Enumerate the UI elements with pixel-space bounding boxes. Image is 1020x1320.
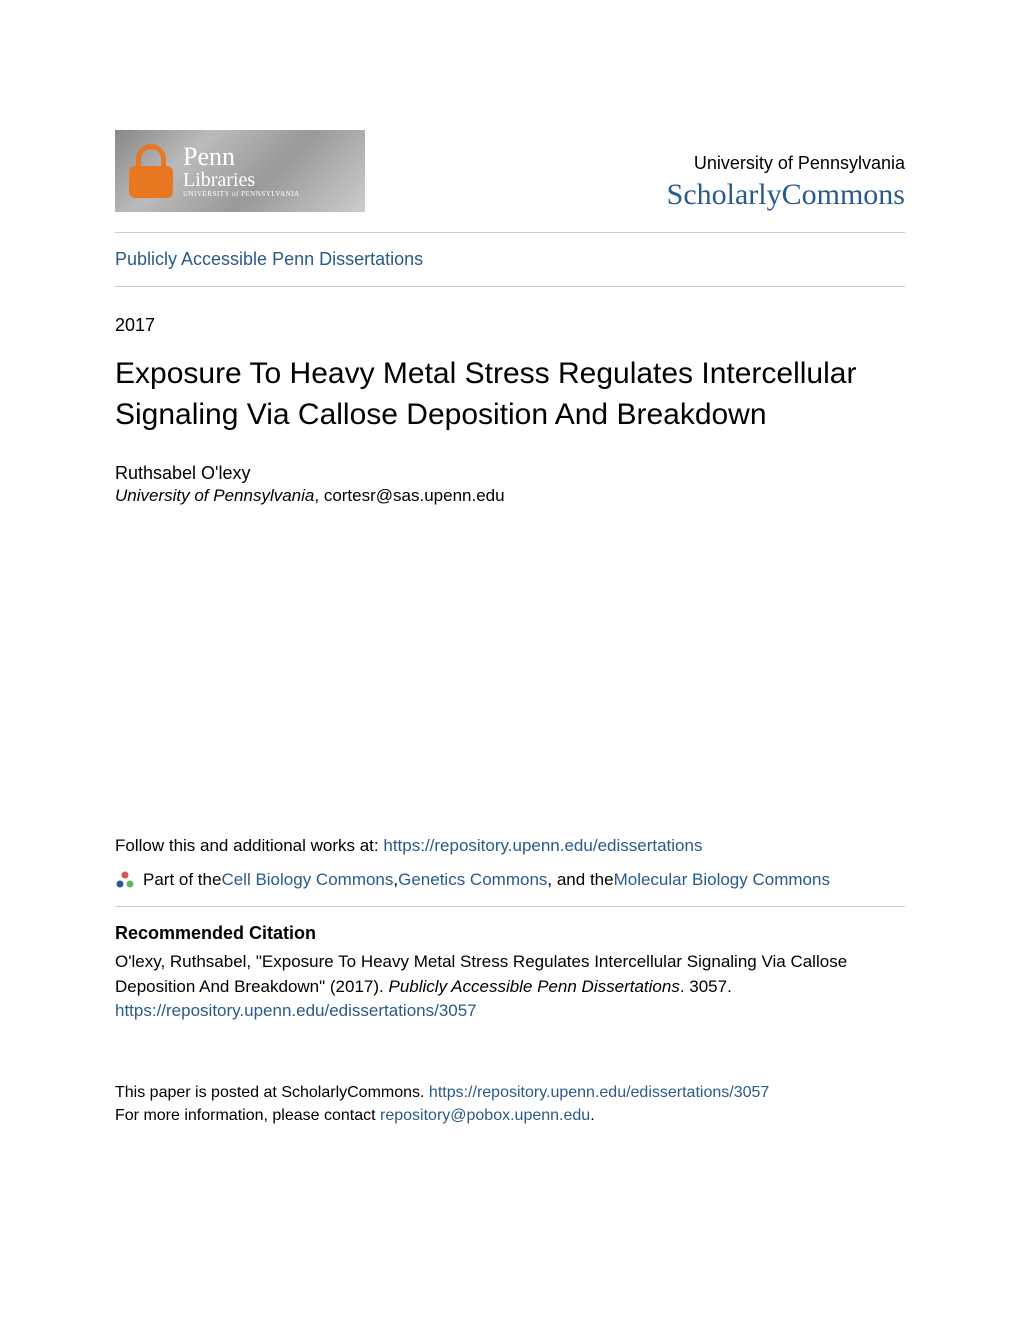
divider-citation bbox=[115, 906, 905, 907]
commons-link-1[interactable]: Cell Biology Commons bbox=[221, 870, 393, 890]
citation-part2: . 3057. bbox=[680, 977, 732, 996]
penn-libraries-logo[interactable]: Penn Libraries UNIVERSITY of PENNSYLVANI… bbox=[115, 130, 365, 212]
header-row: Penn Libraries UNIVERSITY of PENNSYLVANI… bbox=[115, 130, 905, 212]
author-institution: University of Pennsylvania bbox=[115, 486, 314, 505]
university-name: University of Pennsylvania bbox=[667, 153, 905, 174]
logo-sub-text: UNIVERSITY of PENNSYLVANIA bbox=[183, 190, 300, 198]
collection-link[interactable]: Publicly Accessible Penn Dissertations bbox=[115, 249, 905, 270]
divider-collection bbox=[115, 286, 905, 287]
logo-libraries-text: Libraries bbox=[183, 170, 300, 190]
header-right: University of Pennsylvania ScholarlyComm… bbox=[667, 153, 905, 212]
follow-works-text: Follow this and additional works at: htt… bbox=[115, 836, 905, 856]
logo-penn-text: Penn bbox=[183, 144, 300, 170]
citation-text: O'lexy, Ruthsabel, "Exposure To Heavy Me… bbox=[115, 950, 905, 999]
citation-heading: Recommended Citation bbox=[115, 923, 905, 944]
paper-title: Exposure To Heavy Metal Stress Regulates… bbox=[115, 354, 905, 435]
content-spacer bbox=[115, 506, 905, 836]
author-email: , cortesr@sas.upenn.edu bbox=[314, 486, 504, 505]
footer-line2-prefix: For more information, please contact bbox=[115, 1107, 380, 1124]
scholarly-commons-link[interactable]: ScholarlyCommons bbox=[667, 178, 905, 211]
author-name: Ruthsabel O'lexy bbox=[115, 463, 905, 484]
footer-line1-link[interactable]: https://repository.upenn.edu/edissertati… bbox=[429, 1084, 769, 1101]
footer-contact-link[interactable]: repository@pobox.upenn.edu bbox=[380, 1107, 590, 1124]
publication-year: 2017 bbox=[115, 315, 905, 336]
citation-series: Publicly Accessible Penn Dissertations bbox=[388, 977, 679, 996]
divider-top bbox=[115, 232, 905, 233]
follow-prefix: Follow this and additional works at: bbox=[115, 836, 383, 855]
commons-link-3[interactable]: Molecular Biology Commons bbox=[614, 870, 830, 890]
footer-text: This paper is posted at ScholarlyCommons… bbox=[115, 1081, 905, 1127]
follow-url-link[interactable]: https://repository.upenn.edu/edissertati… bbox=[383, 836, 702, 855]
footer-line1-prefix: This paper is posted at ScholarlyCommons… bbox=[115, 1084, 429, 1101]
network-icon bbox=[115, 870, 135, 890]
part-of-row: Part of the Cell Biology Commons, Geneti… bbox=[115, 870, 905, 890]
logo-text: Penn Libraries UNIVERSITY of PENNSYLVANI… bbox=[183, 144, 300, 198]
author-affiliation: University of Pennsylvania, cortesr@sas.… bbox=[115, 486, 905, 506]
open-access-lock-icon bbox=[129, 144, 173, 198]
commons-link-2[interactable]: Genetics Commons bbox=[398, 870, 547, 890]
footer-line2-suffix: . bbox=[590, 1107, 594, 1124]
citation-url-link[interactable]: https://repository.upenn.edu/edissertati… bbox=[115, 1001, 905, 1021]
part-of-sep2: , and the bbox=[547, 870, 613, 890]
part-of-prefix: Part of the bbox=[143, 870, 221, 890]
